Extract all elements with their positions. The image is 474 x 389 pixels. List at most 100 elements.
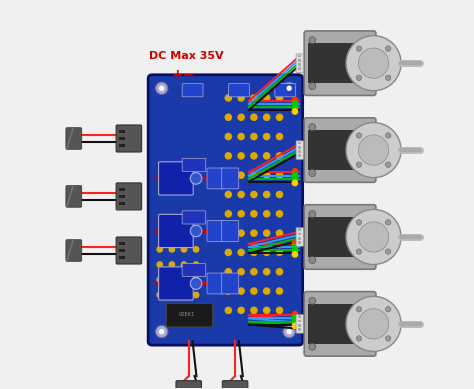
Text: +−: +−	[171, 68, 194, 82]
Circle shape	[292, 172, 298, 178]
Circle shape	[190, 173, 202, 184]
Circle shape	[251, 153, 257, 159]
Circle shape	[225, 211, 231, 217]
FancyBboxPatch shape	[182, 158, 206, 172]
Circle shape	[346, 209, 401, 265]
Circle shape	[238, 114, 244, 120]
Circle shape	[365, 298, 371, 304]
FancyBboxPatch shape	[176, 381, 201, 389]
Circle shape	[264, 172, 270, 178]
FancyBboxPatch shape	[116, 183, 142, 210]
Circle shape	[225, 114, 231, 120]
Circle shape	[276, 153, 283, 159]
Circle shape	[193, 247, 199, 252]
Circle shape	[292, 168, 298, 174]
FancyBboxPatch shape	[222, 221, 239, 242]
Circle shape	[264, 114, 270, 120]
FancyBboxPatch shape	[296, 141, 303, 159]
Circle shape	[264, 307, 270, 314]
Circle shape	[190, 225, 202, 237]
FancyBboxPatch shape	[148, 75, 303, 345]
FancyBboxPatch shape	[207, 168, 224, 189]
FancyBboxPatch shape	[66, 128, 82, 149]
Circle shape	[238, 230, 244, 236]
Circle shape	[251, 307, 257, 314]
Circle shape	[292, 244, 298, 249]
Circle shape	[276, 307, 283, 314]
Circle shape	[365, 170, 371, 177]
Circle shape	[251, 288, 257, 294]
Bar	[298, 237, 301, 240]
Circle shape	[276, 95, 283, 101]
Circle shape	[309, 170, 316, 177]
Circle shape	[276, 230, 283, 236]
Circle shape	[264, 230, 270, 236]
Circle shape	[356, 336, 362, 341]
Circle shape	[238, 249, 244, 256]
Circle shape	[356, 46, 362, 51]
Circle shape	[385, 162, 391, 167]
Circle shape	[276, 249, 283, 256]
Circle shape	[309, 83, 316, 89]
Bar	[119, 249, 125, 252]
Circle shape	[283, 82, 295, 95]
Circle shape	[292, 109, 298, 114]
Bar	[298, 59, 301, 61]
Circle shape	[292, 97, 298, 103]
FancyBboxPatch shape	[222, 381, 248, 389]
Circle shape	[251, 172, 257, 178]
Bar	[298, 241, 301, 244]
Circle shape	[276, 211, 283, 217]
Bar	[119, 242, 125, 245]
Circle shape	[292, 248, 298, 253]
Circle shape	[283, 326, 295, 338]
Circle shape	[309, 343, 316, 350]
Circle shape	[169, 277, 174, 282]
Circle shape	[365, 210, 371, 217]
Circle shape	[159, 86, 164, 91]
Circle shape	[238, 172, 244, 178]
Bar	[298, 328, 301, 331]
Circle shape	[238, 95, 244, 101]
Circle shape	[365, 343, 371, 350]
FancyBboxPatch shape	[296, 315, 303, 333]
Circle shape	[276, 133, 283, 140]
FancyBboxPatch shape	[159, 214, 193, 247]
Circle shape	[181, 262, 187, 267]
FancyBboxPatch shape	[296, 228, 303, 246]
FancyBboxPatch shape	[304, 205, 376, 269]
Circle shape	[292, 101, 298, 107]
Bar	[298, 228, 301, 231]
Circle shape	[309, 124, 316, 131]
Circle shape	[225, 191, 231, 198]
Circle shape	[225, 288, 231, 294]
Bar	[298, 55, 301, 58]
Circle shape	[385, 220, 391, 225]
Circle shape	[251, 133, 257, 140]
Bar	[298, 154, 301, 157]
Circle shape	[276, 269, 283, 275]
Circle shape	[157, 247, 163, 252]
Bar	[298, 67, 301, 70]
Circle shape	[385, 75, 391, 81]
Bar	[119, 188, 125, 191]
FancyBboxPatch shape	[116, 125, 142, 152]
Circle shape	[251, 191, 257, 198]
Text: DC Max 35V: DC Max 35V	[149, 51, 224, 61]
Bar	[119, 137, 125, 140]
FancyBboxPatch shape	[159, 162, 193, 195]
Circle shape	[169, 262, 174, 267]
Bar	[298, 324, 301, 327]
Circle shape	[251, 95, 257, 101]
Circle shape	[238, 153, 244, 159]
Circle shape	[264, 211, 270, 217]
Circle shape	[193, 277, 199, 282]
Bar	[309, 43, 372, 84]
Circle shape	[264, 95, 270, 101]
Circle shape	[181, 247, 187, 252]
Circle shape	[346, 123, 401, 178]
Circle shape	[225, 133, 231, 140]
Circle shape	[251, 230, 257, 236]
Circle shape	[225, 269, 231, 275]
Circle shape	[292, 176, 298, 182]
